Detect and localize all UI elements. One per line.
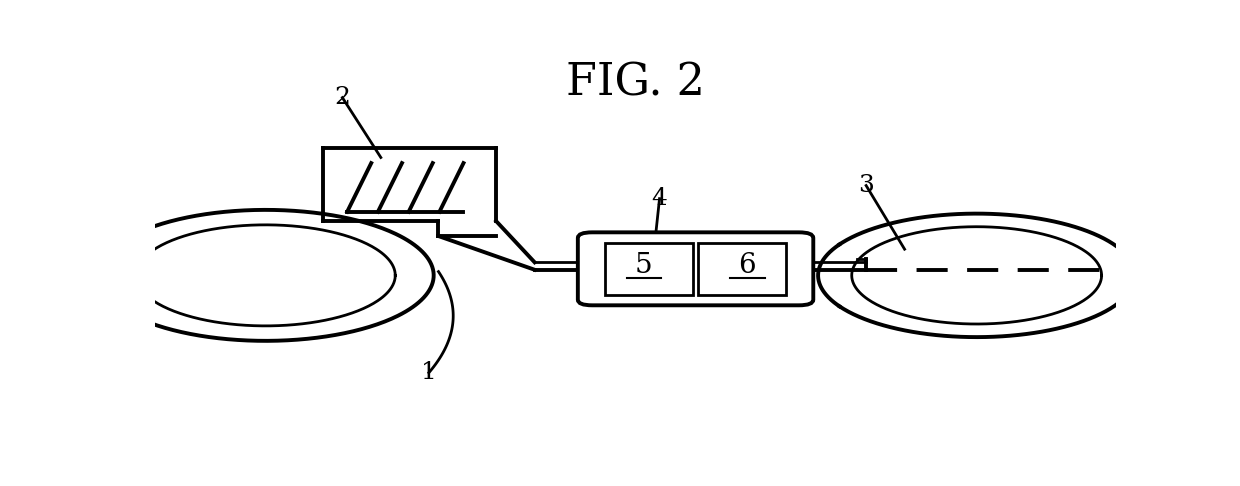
Bar [605,243,693,295]
Text: 1: 1 [422,361,436,384]
Bar [698,243,786,295]
Text: 5: 5 [635,252,652,278]
Text: 3: 3 [858,174,874,197]
Text: 2: 2 [335,86,351,109]
FancyBboxPatch shape [578,232,813,305]
Text: 6: 6 [738,252,756,278]
Text: FIG. 2: FIG. 2 [567,61,704,104]
Text: 4: 4 [651,187,667,210]
